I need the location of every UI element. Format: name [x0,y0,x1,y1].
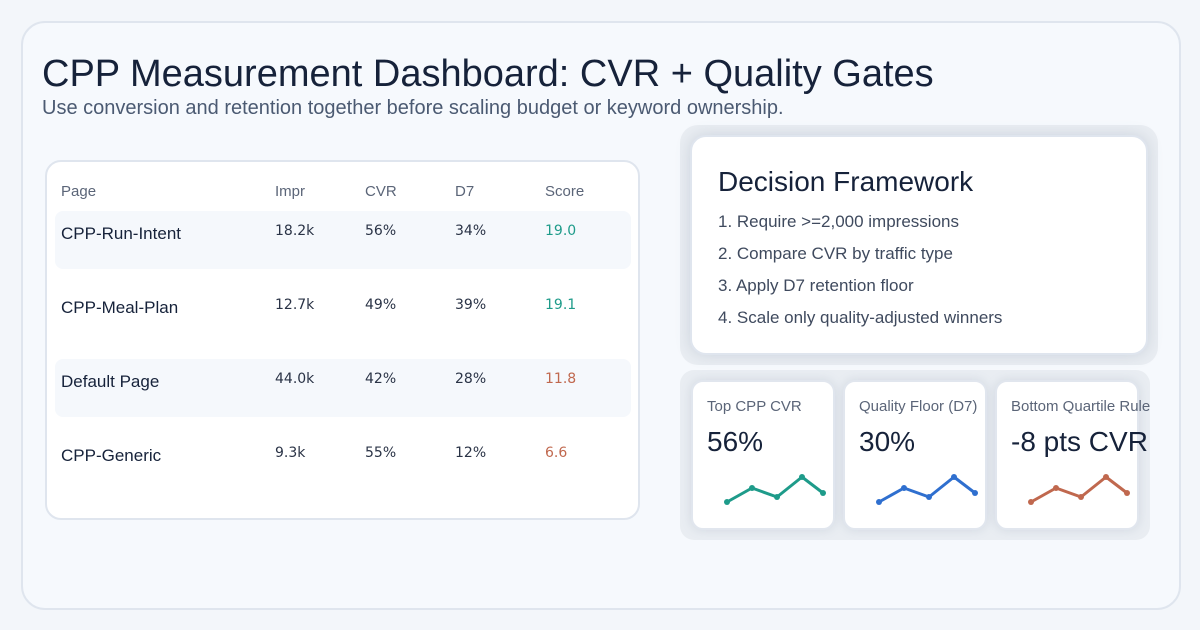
sparkline-point [1028,499,1034,505]
metric-value: 56% [707,426,764,457]
table-row-cvr: 56% [365,223,397,239]
sparkline-point [774,494,780,500]
framework-step: 1. Require >=2,000 impressions [718,212,959,231]
metric-value: 30% [859,426,916,457]
metric-label: Top CPP CVR [707,398,802,415]
sparkline-point [1078,494,1084,500]
sparkline-icon [1028,474,1130,505]
sparkline-point [972,490,978,496]
sparkline-point [749,485,755,491]
sparkline-point [876,499,882,505]
decision-framework-card: Decision Framework 1. Require >=2,000 im… [690,135,1148,355]
page-title: CPP Measurement Dashboard: CVR + Quality… [42,53,934,95]
sparkline-point [951,474,957,480]
sparkline-point [926,494,932,500]
table-row-score: 19.1 [545,297,577,313]
metric-card-quality-floor: Quality Floor (D7) 30% [843,380,987,530]
table-row-page: CPP-Generic [61,446,162,465]
table-row-cvr: 55% [365,445,397,461]
table-row-score: 11.8 [545,371,577,387]
performance-table: Page Impr CVR D7 Score CPP-Run-Intent 18… [45,160,640,520]
sparkline-point [820,490,826,496]
table-row-page: CPP-Meal-Plan [61,298,179,317]
table-row-impr: 9.3k [275,445,306,461]
column-header-impr: Impr [275,183,305,200]
sparkline-point [1103,474,1109,480]
framework-title: Decision Framework [718,166,974,197]
table-row-cvr: 49% [365,297,397,313]
column-header-score: Score [545,183,585,200]
table-row-impr: 12.7k [275,297,315,313]
table-row-d7: 28% [455,371,487,387]
column-header-page: Page [61,183,97,200]
sparkline-point [901,485,907,491]
table-row-page: CPP-Run-Intent [61,224,181,243]
sparkline-point [799,474,805,480]
framework-step: 3. Apply D7 retention floor [718,276,914,295]
metric-value: -8 pts CVR [1011,426,1148,457]
table-row-impr: 44.0k [275,371,315,387]
metric-card-bottom-quartile: Bottom Quartile Rule -8 pts CVR [995,380,1150,530]
metric-label: Quality Floor (D7) [859,398,978,415]
table-row-impr: 18.2k [275,223,315,239]
table-row-score: 6.6 [545,445,568,461]
sparkline-point [724,499,730,505]
table-row-d7: 12% [455,445,487,461]
table-row-page: Default Page [61,372,160,391]
table-row-bg [55,359,631,417]
sparkline-icon [876,474,978,505]
table-row-d7: 34% [455,223,487,239]
framework-step: 2. Compare CVR by traffic type [718,244,953,263]
column-header-d7: D7 [455,183,475,200]
framework-step: 4. Scale only quality-adjusted winners [718,308,1003,327]
table-row-d7: 39% [455,297,487,313]
column-header-cvr: CVR [365,183,397,200]
metric-card-top-cpp-cvr: Top CPP CVR 56% [691,380,835,530]
table-row-cvr: 42% [365,371,397,387]
metric-label: Bottom Quartile Rule [1011,398,1151,415]
sparkline-point [1124,490,1130,496]
page-subtitle: Use conversion and retention together be… [42,97,784,119]
sparkline-point [1053,485,1059,491]
table-row-score: 19.0 [545,223,577,239]
sparkline-icon [724,474,826,505]
table-row-bg [55,211,631,269]
